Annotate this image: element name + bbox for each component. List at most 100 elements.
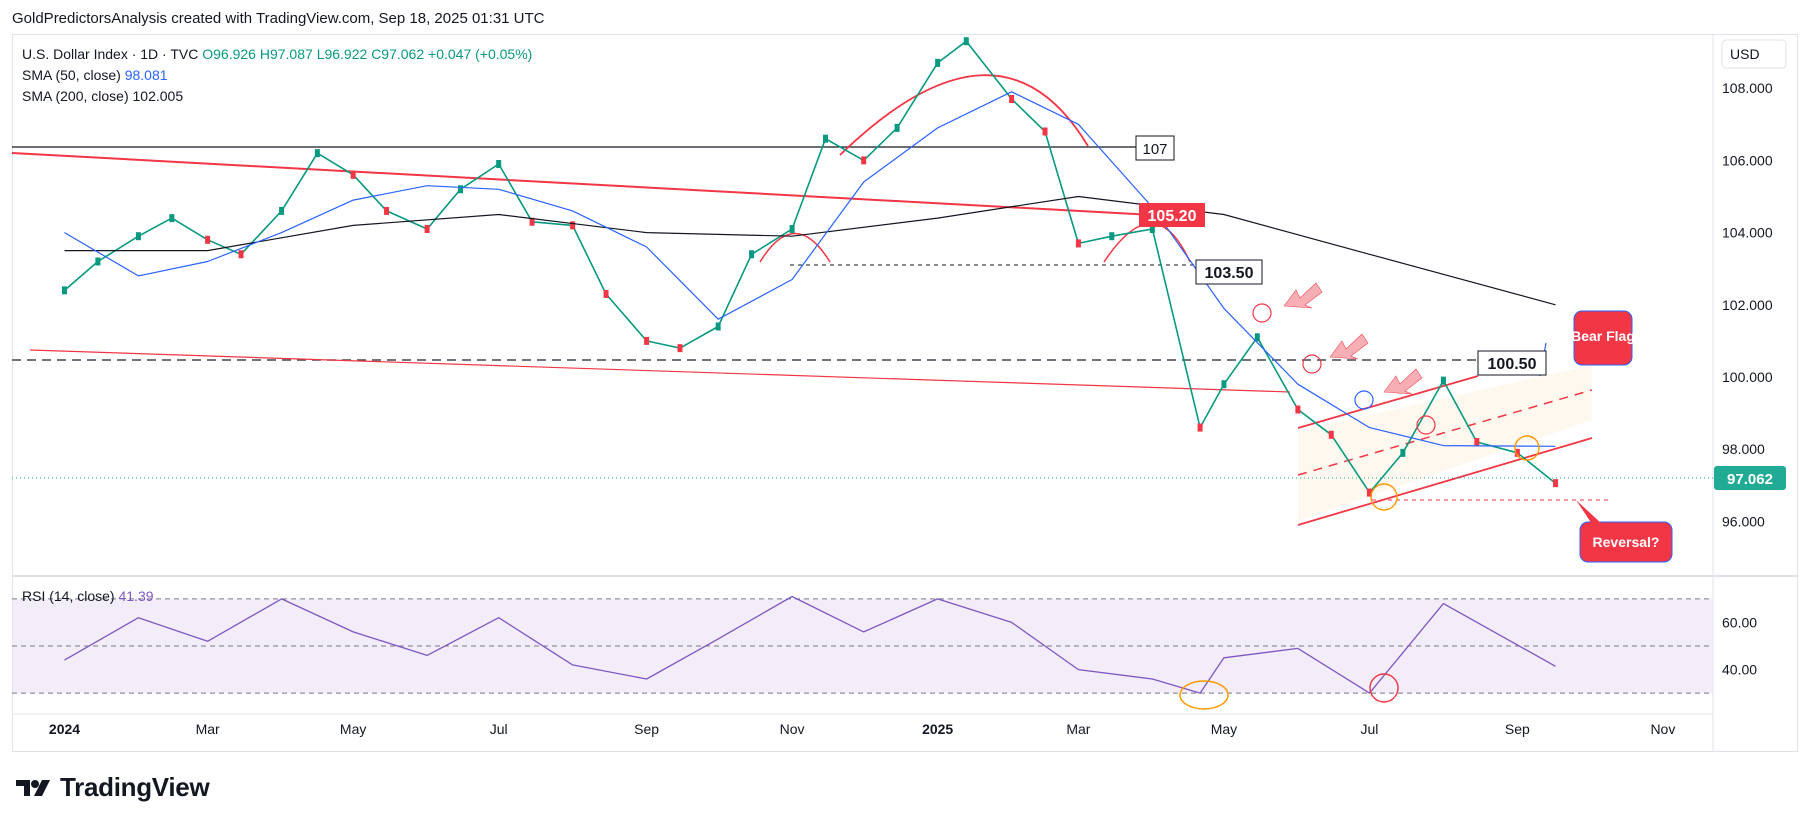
price-point — [1109, 232, 1115, 241]
rsi-line — [64, 595, 1556, 694]
x-tick-label: Jul — [1361, 721, 1379, 737]
rsi-name: RSI (14, close) — [22, 588, 115, 604]
high-value: H97.087 — [259, 46, 313, 62]
price-point — [95, 257, 101, 266]
rsi-series — [64, 595, 1556, 694]
price-point — [205, 235, 211, 244]
price-point — [169, 214, 175, 223]
price-point — [1254, 333, 1260, 342]
price-point — [1328, 430, 1334, 439]
brand-name: TradingView — [60, 772, 210, 802]
open-value: O96.926 — [202, 46, 256, 62]
last-price-badge — [1714, 466, 1786, 490]
arrow-icon — [1283, 282, 1423, 395]
price-point — [314, 149, 320, 158]
x-tick-label: Mar — [1066, 721, 1090, 737]
x-tick-label: May — [340, 721, 366, 737]
chart-frame — [12, 34, 1798, 752]
y-tick-label: 106.000 — [1722, 152, 1773, 168]
price-point — [1474, 438, 1480, 447]
flag-upper-line — [1297, 375, 1479, 429]
price-point — [496, 159, 502, 168]
price-point — [789, 224, 795, 233]
price-point — [1009, 94, 1015, 103]
x-tick-label: Jul — [490, 721, 508, 737]
breakdown-circle — [1514, 435, 1540, 461]
bear-flag-callout — [1573, 310, 1633, 366]
level-label: 100.50 — [1488, 356, 1537, 373]
x-tick-label: 2024 — [49, 721, 80, 737]
bear-flag-label: Bear Flag — [1571, 328, 1635, 344]
touch-circle — [1416, 415, 1436, 435]
x-tick-label: Nov — [780, 721, 805, 737]
price-point — [1149, 224, 1155, 233]
rsi-oversold-circle — [1179, 680, 1229, 710]
touch-circle — [1302, 354, 1322, 374]
y-axis-ticks: 108.000 106.000 104.000 102.000 100.000 98.00… — [1722, 80, 1773, 529]
rsi-legend[interactable]: RSI (14, close) 41.39 — [22, 588, 154, 604]
level-label: 105.20 — [1148, 208, 1197, 225]
currency-button — [1721, 39, 1787, 69]
rsi-tick-label: 40.00 — [1722, 662, 1757, 678]
touch-circle — [1252, 303, 1272, 323]
sma50-value: 98.081 — [124, 67, 168, 83]
sma50-series — [64, 91, 1556, 447]
close-value: C97.062 — [371, 46, 425, 62]
x-tick-label: Sep — [1505, 721, 1530, 737]
price-point — [749, 250, 755, 259]
flag-mid-dash-line — [1297, 389, 1593, 476]
price-point — [529, 217, 535, 226]
rsi-value: 41.39 — [118, 588, 154, 604]
price-series — [61, 37, 1559, 497]
sma200-row[interactable]: SMA (200, close) 102.005 — [22, 86, 532, 107]
price-point — [1400, 448, 1406, 457]
price-point — [61, 286, 67, 295]
price-point — [644, 336, 650, 345]
price-point — [279, 206, 285, 215]
price-point — [894, 123, 900, 132]
y-tick-label: 98.000 — [1722, 441, 1765, 457]
descending-support-line — [29, 349, 1291, 393]
symbol-legend[interactable]: U.S. Dollar Index · 1D · TVC O96.926 H97… — [22, 44, 532, 107]
tradingview-logo[interactable]: TradingView — [14, 772, 210, 803]
y-tick-label: 108.000 — [1722, 80, 1773, 96]
sma200-label: SMA (200, close) — [22, 88, 129, 104]
x-axis-ticks: 2024 Mar May Jul Sep Nov 2025 Mar May Jul Sep Nov — [49, 721, 1675, 737]
price-point — [1366, 488, 1372, 497]
symbol-row: U.S. Dollar Index · 1D · TVC O96.926 H97… — [22, 44, 532, 65]
rsi-tick-label: 60.00 — [1722, 614, 1757, 630]
price-point — [935, 58, 941, 67]
sma50-row[interactable]: SMA (50, close) 98.081 — [22, 65, 532, 86]
reversal-label: Reversal? — [1593, 534, 1660, 550]
level-label: 107 — [1142, 141, 1167, 158]
reversal-callout-pointer — [1576, 500, 1602, 524]
price-point — [1295, 405, 1301, 414]
price-point — [1440, 376, 1446, 385]
touch-circle — [1354, 390, 1374, 410]
level-label-box — [1195, 259, 1263, 285]
price-point — [350, 170, 356, 179]
x-tick-label: 2025 — [922, 721, 953, 737]
price-line — [63, 40, 1556, 494]
x-tick-label: Mar — [196, 721, 220, 737]
flag-lower-line — [1297, 437, 1593, 526]
tradingview-logo-icon — [16, 779, 50, 796]
price-point — [1514, 448, 1520, 457]
sma50-label: SMA (50, close) — [22, 67, 121, 83]
price-point — [1553, 479, 1559, 488]
low-value: L96.922 — [316, 46, 368, 62]
price-point — [238, 250, 244, 259]
rsi-panel — [12, 598, 1713, 694]
level-label-box — [1139, 203, 1205, 227]
level-label: 103.50 — [1205, 265, 1254, 282]
symbol-name: U.S. Dollar Index · 1D · TVC — [22, 46, 199, 62]
bear-flag-channel-shade — [1298, 365, 1592, 521]
y-tick-label: 104.000 — [1722, 225, 1773, 241]
y-tick-label: 100.000 — [1722, 369, 1773, 385]
sma50-line — [64, 91, 1556, 447]
price-point — [823, 134, 829, 143]
sma200-value: 102.005 — [132, 88, 184, 104]
price-point — [424, 224, 430, 233]
y-tick-label: 102.000 — [1722, 297, 1773, 313]
